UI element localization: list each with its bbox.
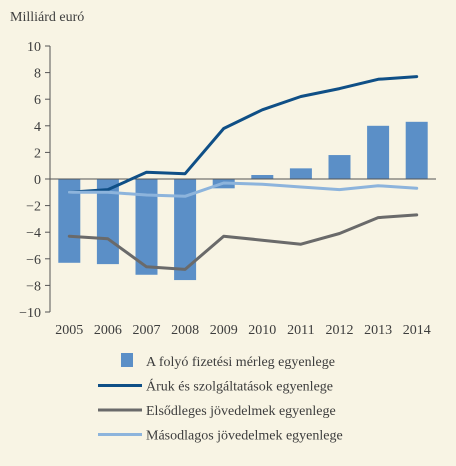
bar-2013 — [367, 125, 390, 179]
bar-2011 — [289, 168, 312, 179]
y-tick-label: −4 — [26, 226, 41, 241]
y-tick-label: −2 — [26, 200, 41, 215]
y-tick-label: −8 — [26, 279, 41, 294]
y-tick-label: 8 — [34, 67, 41, 82]
bar-2008 — [174, 179, 197, 281]
series-line-1 — [67, 75, 419, 194]
x-tick-label: 2011 — [287, 323, 314, 338]
legend: A folyó fizetési mérleg egyenlege Áruk és… — [98, 353, 343, 444]
x-tick-label: 2007 — [133, 323, 161, 338]
bar-2010 — [251, 175, 274, 179]
y-tick-label: 0 — [34, 173, 41, 188]
bar-2012 — [328, 155, 351, 179]
x-tick-label: 2013 — [364, 323, 392, 338]
bar-2005 — [58, 179, 81, 263]
y-tick-label: −6 — [26, 253, 41, 268]
y-tick-label: 6 — [34, 93, 41, 108]
series-line-3 — [67, 181, 419, 198]
x-tick-label: 2009 — [210, 323, 238, 338]
y-tick-label: 2 — [34, 146, 41, 161]
series-line-2 — [67, 213, 419, 271]
y-axis-label: Milliárd euró — [10, 10, 84, 25]
bar-2007 — [135, 179, 158, 275]
x-tick-label: 2005 — [55, 323, 83, 338]
legend-label: Áruk és szolgáltatások egyenlege — [146, 378, 333, 395]
x-tick-label: 2006 — [94, 323, 122, 338]
legend-label: A folyó fizetési mérleg egyenlege — [146, 355, 335, 370]
y-tick-label: 4 — [34, 120, 41, 135]
y-tick-label: 10 — [27, 40, 41, 55]
x-tick-label: 2012 — [326, 323, 354, 338]
y-tick-label: −10 — [19, 306, 41, 321]
x-tick-label: 2008 — [171, 323, 199, 338]
x-tick-label: 2010 — [248, 323, 276, 338]
legend-label: Elsődleges jövedelmek egyenlege — [146, 404, 336, 419]
legend-label: Másodlagos jövedelmek egyenlege — [146, 429, 343, 444]
legend-swatch-bar — [121, 353, 133, 367]
x-tick-label: 2014 — [403, 323, 431, 338]
bar-2014 — [405, 121, 428, 179]
plot-area: 10 8 6 4 2 0 −2 −4 −6 −8 −10 2005 2006 2007 2008 2009 20… — [19, 40, 436, 338]
